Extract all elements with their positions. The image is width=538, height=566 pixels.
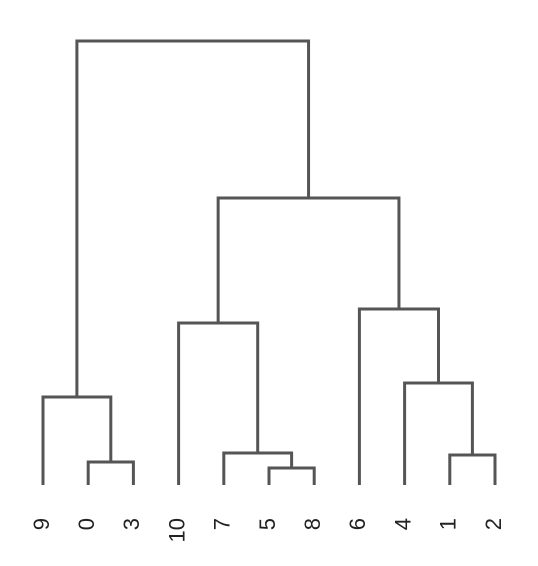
leaf-label: 10	[164, 518, 189, 542]
leaf-label: 2	[481, 518, 506, 530]
labels: 9 0 3 10 7 5 8 6 4 1 2	[29, 518, 506, 542]
link	[86, 460, 135, 485]
link	[216, 196, 401, 323]
link	[41, 395, 113, 485]
leaf-label: 3	[119, 518, 144, 530]
link	[448, 453, 497, 485]
link	[75, 39, 311, 397]
leaf-label: 9	[29, 518, 54, 530]
leaf-label: 7	[210, 518, 235, 530]
leaf-label: 8	[300, 518, 325, 530]
leaf-label: 1	[436, 518, 461, 530]
link	[177, 321, 260, 485]
leaf-label: 5	[255, 518, 280, 530]
leaf-label: 4	[390, 518, 415, 530]
links	[41, 39, 497, 485]
link	[403, 381, 474, 485]
leaf-label: 6	[345, 518, 370, 530]
link	[357, 307, 440, 485]
link	[267, 466, 316, 485]
leaf-label: 0	[74, 518, 99, 530]
